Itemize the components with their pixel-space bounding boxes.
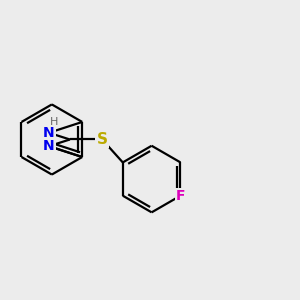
Text: H: H <box>50 117 59 127</box>
Text: N: N <box>43 139 55 153</box>
Text: F: F <box>176 189 185 203</box>
Text: S: S <box>97 132 108 147</box>
Text: N: N <box>43 126 55 140</box>
